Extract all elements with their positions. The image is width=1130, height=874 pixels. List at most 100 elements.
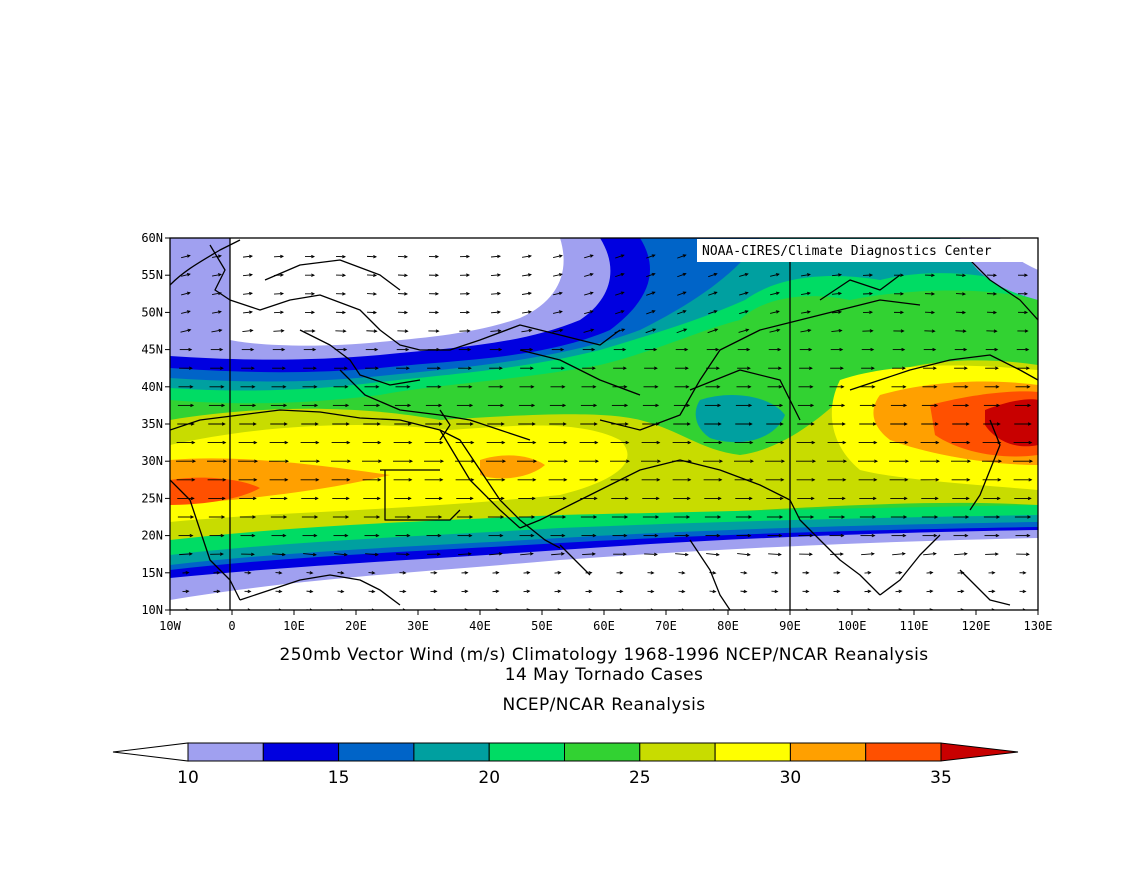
wind-arrow [272,347,286,352]
wind-arrow [208,403,226,408]
wind-arrow [517,440,537,445]
wind-arrow [519,385,535,389]
wind-arrow [737,366,751,370]
wind-arrow [610,440,630,445]
wind-arrow [211,254,222,258]
lat-label: 20N [141,529,163,543]
wind-arrow [802,571,810,575]
wind-arrow [827,459,848,463]
wind-arrow [579,478,599,482]
wind-arrow [239,515,257,519]
wind-arrow [362,459,383,463]
lat-label: 15N [141,566,163,580]
wind-arrow [766,496,784,501]
wind-arrow [983,403,1001,408]
wind-arrow [458,366,472,370]
wind-arrow [1013,459,1034,463]
wind-arrow [644,552,658,557]
wind-arrow [300,459,321,463]
wind-arrow [366,254,378,259]
wind-arrow [954,347,968,352]
wind-arrow [616,571,624,575]
wind-arrow [363,496,381,501]
wind-arrow [920,440,940,445]
wind-arrow [209,385,225,389]
wind-arrow [304,273,316,277]
wind-arrow [952,496,970,501]
wind-arrow [986,310,998,315]
wind-arrow [396,366,410,370]
wind-arrow [952,403,970,408]
wind-arrow [238,459,259,463]
colorbar-label: 10 [177,768,199,788]
colorbar-swatch [789,742,867,762]
wind-arrow [644,347,658,352]
wind-arrow [951,478,971,482]
wind-arrow [430,571,438,575]
wind-arrow [923,347,937,352]
wind-arrow [677,272,687,278]
wind-arrow [363,403,381,408]
wind-arrow [365,347,379,352]
wind-arrow [674,385,690,389]
wind-arrow [181,254,191,259]
wind-arrow [178,533,194,538]
wind-arrow [798,533,814,538]
wind-arrow [677,291,687,296]
wind-arrow [554,589,562,594]
wind-arrow [924,329,936,333]
wind-arrow [708,310,718,315]
wind-arrow [953,385,969,389]
wind-arrow [797,422,815,426]
wind-arrow [889,478,909,482]
wind-arrow [178,385,194,389]
wind-arrow [271,385,287,389]
wind-arrow [647,571,655,575]
wind-arrow [641,478,661,482]
wind-arrow [615,310,625,315]
wind-arrow [983,422,1001,426]
wind-arrow [179,366,193,370]
wind-arrow [584,310,594,315]
wind-arrow [581,533,597,538]
wind-arrow [424,459,445,463]
wind-arrow [334,366,348,370]
wind-arrow [828,403,846,408]
wind-arrow [985,347,999,352]
wind-arrow [889,440,909,445]
wind-arrow [923,552,937,556]
wind-arrow [300,478,320,482]
colorbar-swatch [187,742,264,762]
wind-arrow [518,515,536,519]
wind-arrow [579,459,600,463]
wind-arrow [239,496,257,501]
wind-arrow [986,329,998,333]
wind-arrow [521,291,532,296]
wind-arrow [676,328,688,334]
wind-arrow [517,459,538,463]
wind-arrow [331,478,351,482]
wind-arrow [646,272,656,278]
wind-arrow [332,403,350,408]
wind-arrow [952,515,970,519]
wind-arrow [301,496,319,501]
wind-arrow [893,273,905,277]
wind-arrow [739,291,749,296]
wind-arrow [1017,273,1029,277]
wind-arrow [704,496,722,501]
wind-arrow [554,571,562,575]
wind-arrow [1016,552,1030,556]
wind-arrow [704,403,722,408]
wind-arrow [861,366,875,370]
wind-arrow [393,478,413,482]
wind-arrow [518,403,536,408]
wind-arrow [924,292,936,296]
wind-arrow [273,273,285,277]
wind-arrow [459,329,471,333]
wind-arrow [830,366,844,370]
wind-arrow [304,254,316,259]
wind-arrow [455,478,475,482]
wind-arrow [709,571,717,575]
wind-arrow [892,366,906,370]
wind-arrow [458,552,472,556]
